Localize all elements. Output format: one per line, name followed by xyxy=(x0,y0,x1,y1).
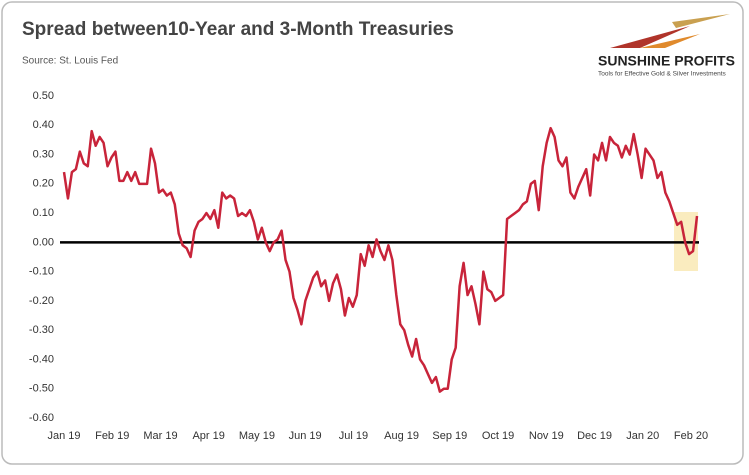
y-tick-label: 0.30 xyxy=(33,148,54,160)
y-tick-label: -0.40 xyxy=(29,353,54,365)
logo-ray xyxy=(640,34,700,48)
logo-name: SUNSHINE PROFITS xyxy=(598,53,735,69)
frame xyxy=(1,1,744,465)
y-tick-label: -0.10 xyxy=(29,266,54,278)
x-tick-label: Apr 19 xyxy=(192,430,224,442)
x-tick-label: Aug 19 xyxy=(384,430,419,442)
y-tick-label: 0.40 xyxy=(33,119,54,131)
logo: SUNSHINE PROFITS Tools for Effective Gol… xyxy=(598,14,735,78)
y-tick-label: -0.20 xyxy=(29,295,54,307)
x-tick-label: Jun 19 xyxy=(289,430,322,442)
x-tick-label: Jul 19 xyxy=(339,430,368,442)
y-tick-label: 0.10 xyxy=(33,207,54,219)
x-tick-label: Jan 19 xyxy=(47,430,80,442)
x-tick-label: Feb 19 xyxy=(95,430,129,442)
chart-subtitle: Source: St. Louis Fed xyxy=(22,56,118,67)
x-tick-label: Nov 19 xyxy=(529,430,564,442)
plot-area: 0.50 0.40 0.30 0.20 0.10 0.00 -0.10 -0.20 -0.30 -… xyxy=(29,90,708,442)
x-tick-label: Sep 19 xyxy=(432,430,467,442)
x-tick-label: Mar 19 xyxy=(143,430,177,442)
x-tick-label: May 19 xyxy=(239,430,275,442)
x-tick-label: Dec 19 xyxy=(577,430,612,442)
y-tick-label: -0.60 xyxy=(29,412,54,424)
data-line xyxy=(62,126,699,393)
y-tick-label: 0.00 xyxy=(33,236,54,248)
x-tick-label: Oct 19 xyxy=(482,430,514,442)
logo-ray xyxy=(610,26,690,48)
logo-tagline: Tools for Effective Gold & Silver Invest… xyxy=(598,71,727,78)
y-tick-label: -0.30 xyxy=(29,324,54,336)
y-tick-label: 0.50 xyxy=(33,90,54,102)
y-tick-label: -0.50 xyxy=(29,383,54,395)
y-tick-label: 0.20 xyxy=(33,178,54,190)
x-tick-label: Feb 20 xyxy=(674,430,708,442)
logo-ray xyxy=(672,14,730,28)
chart-title: Spread between10-Year and 3-Month Treasu… xyxy=(22,19,454,40)
x-tick-label: Jan 20 xyxy=(626,430,659,442)
